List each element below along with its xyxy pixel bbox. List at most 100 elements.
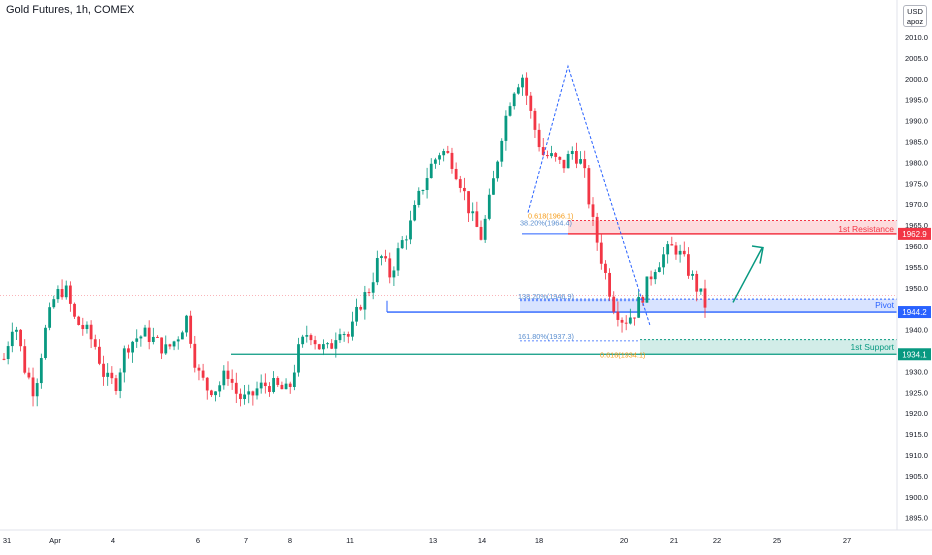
candle-body [222, 370, 226, 386]
candle-body [541, 147, 545, 156]
candle-body [292, 372, 296, 387]
candle-body [500, 140, 504, 162]
candle-body [550, 153, 553, 157]
candle-body [504, 115, 508, 141]
candle-body [633, 317, 636, 319]
fib-label: 138.20%(1946.9) [518, 292, 574, 301]
candle-body [662, 254, 665, 268]
candle-body [342, 334, 346, 336]
candle-body [239, 393, 242, 400]
candle-body [380, 256, 383, 259]
candle-body [160, 337, 164, 354]
x-tick-label: 18 [535, 536, 543, 545]
x-tick-label: 4 [111, 536, 115, 545]
fib-label: 0.618(1934.1) [600, 350, 645, 359]
candle-body [330, 343, 334, 349]
x-tick-label: 27 [843, 536, 851, 545]
candle-body [487, 194, 491, 219]
y-tick-label: 1940.0 [905, 326, 928, 335]
candle-body [27, 372, 31, 378]
candle-body [529, 95, 533, 111]
candle-body [313, 340, 317, 345]
candle-body [599, 242, 603, 264]
candle-body [114, 378, 118, 392]
candle-body [384, 256, 388, 259]
candle-body [2, 358, 6, 360]
candle-body [695, 273, 699, 292]
candle-body [284, 383, 288, 390]
user-label: apoz [906, 17, 924, 26]
candle-body [317, 344, 321, 350]
candle-body [48, 307, 52, 328]
candle-body [521, 77, 524, 88]
y-tick-label: 1950.0 [905, 284, 928, 293]
candle-body [575, 150, 578, 164]
currency-selector[interactable]: USD apoz [903, 5, 927, 27]
candle-body [56, 289, 60, 300]
candle-body [545, 155, 549, 157]
candle-body [579, 159, 582, 164]
candle-body [122, 348, 126, 373]
candle-body [263, 382, 267, 387]
candle-body [583, 159, 587, 169]
x-tick-label: 22 [713, 536, 721, 545]
candle-body [649, 276, 653, 280]
price-axis-background [897, 0, 932, 550]
level-zone [568, 220, 897, 234]
candle-body [39, 358, 43, 384]
candle-body [458, 179, 462, 188]
candle-body [558, 156, 562, 160]
candle-body [288, 383, 292, 387]
y-tick-label: 1980.0 [905, 158, 928, 167]
candle-body [110, 372, 114, 379]
candle-body [608, 272, 611, 297]
candle-body [595, 216, 599, 243]
zigzag-line [527, 64, 651, 326]
candle-body [670, 244, 674, 246]
candle-body [396, 248, 400, 271]
candle-body [637, 296, 641, 318]
candle-body [467, 191, 470, 214]
candle-body [483, 218, 487, 240]
candle-body [185, 315, 188, 333]
candle-body [475, 211, 479, 227]
candle-body [346, 334, 350, 337]
candle-body [645, 276, 649, 303]
candle-body [562, 159, 566, 169]
candle-body [172, 341, 176, 347]
candle-body [64, 285, 68, 298]
candle-body [151, 336, 155, 342]
candle-body [280, 384, 284, 390]
candle-body [73, 303, 76, 317]
x-tick-label: 13 [429, 536, 437, 545]
candle-body [297, 344, 300, 373]
price-label-tag [898, 348, 931, 361]
y-tick-label: 1925.0 [905, 388, 928, 397]
candle-body [131, 341, 134, 353]
candle-body [180, 332, 184, 340]
candle-body [93, 339, 97, 347]
candle-body [106, 372, 110, 377]
candle-body [156, 336, 159, 338]
candle-body [425, 178, 429, 191]
candle-body [189, 315, 193, 344]
candle-body [682, 250, 686, 255]
candle-body [620, 319, 624, 323]
candle-body [554, 153, 558, 157]
x-tick-label: 8 [288, 536, 292, 545]
candle-body [309, 335, 313, 341]
y-tick-label: 1895.0 [905, 514, 928, 523]
candle-body [587, 168, 591, 205]
y-tick-label: 1960.0 [905, 242, 928, 251]
price-label-text: 1934.1 [902, 350, 927, 359]
candle-body [31, 377, 35, 397]
candle-body [375, 258, 379, 283]
currency-label: USD [907, 7, 923, 16]
candle-body [703, 288, 707, 308]
candle-body [351, 321, 354, 337]
y-tick-label: 2010.0 [905, 33, 928, 42]
candle-body [276, 377, 280, 385]
candle-body [591, 204, 595, 217]
